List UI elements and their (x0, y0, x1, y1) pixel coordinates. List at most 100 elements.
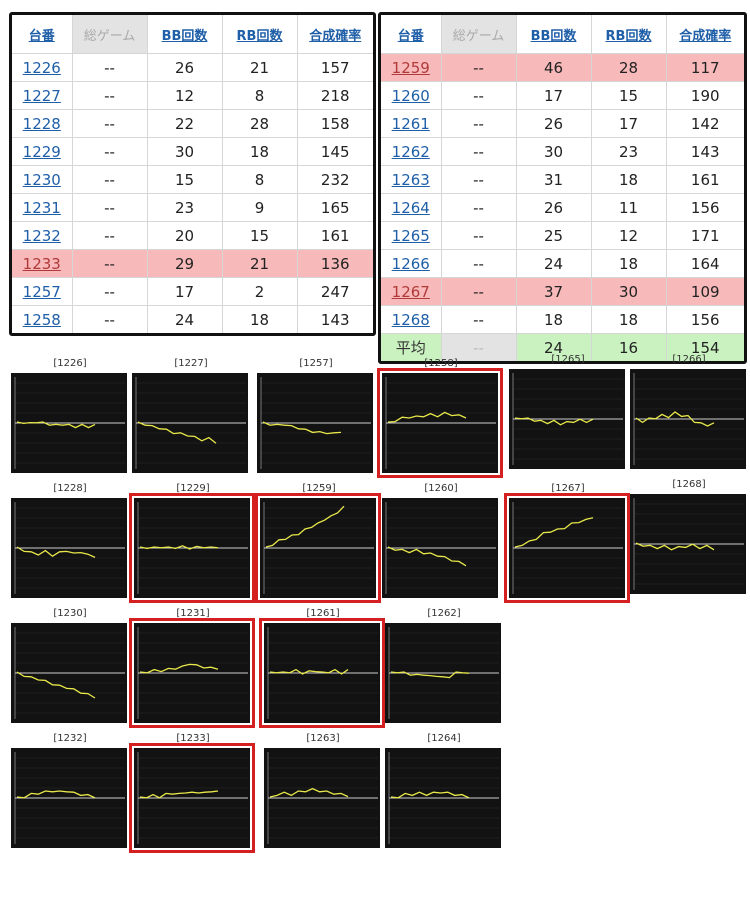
machine-number-link[interactable]: 1268 (381, 305, 442, 334)
machine-number-link[interactable]: 1229 (12, 137, 73, 166)
table-right-grid: 台番 総ゲーム BB回数 RB回数 合成確率 1259 -- 46 28 117 1260… (381, 15, 744, 361)
machine-number-link[interactable]: 1265 (381, 221, 442, 250)
machine-number-link[interactable]: 1228 (12, 109, 73, 138)
slump-graph[interactable]: [1229] (129, 482, 255, 604)
slump-graph[interactable]: [1228] (9, 482, 131, 604)
rb-count-cell: 2 (222, 277, 298, 306)
graph-svg (137, 627, 248, 719)
graph-label: [1226] (53, 358, 87, 369)
slump-graph[interactable]: [1231] (129, 607, 255, 729)
machine-number-link[interactable]: 1262 (381, 137, 442, 166)
combined-rate-cell: 190 (666, 81, 744, 110)
graph-plot-area (382, 498, 498, 598)
slump-graph[interactable]: [1266] (628, 353, 750, 475)
col-header-rate[interactable]: 合成確率 (297, 15, 373, 54)
rb-count-cell: 21 (222, 53, 298, 82)
graph-label: [1232] (53, 733, 87, 744)
slump-graph[interactable]: [1268] (628, 478, 750, 600)
slump-graph[interactable]: [1267] (504, 482, 630, 604)
table-left-body: 1226 -- 26 21 157 1227 -- 12 8 218 1228 -- 22 28 158 12… (12, 53, 373, 333)
rb-count-cell: 8 (222, 81, 298, 110)
machine-number-link[interactable]: 1257 (12, 277, 73, 306)
slump-graph[interactable]: [1232] (9, 732, 131, 854)
graph-svg (267, 627, 378, 719)
average-games: -- (441, 333, 517, 361)
machine-number-link[interactable]: 1266 (381, 249, 442, 278)
machine-number-link[interactable]: 1226 (12, 53, 73, 82)
slump-graph[interactable]: [1226] (9, 357, 131, 479)
total-games-cell: -- (72, 221, 148, 250)
graph-label: [1230] (53, 608, 87, 619)
slump-graph[interactable]: [1259] (255, 482, 381, 604)
graph-slump-line (635, 542, 715, 551)
slump-graph[interactable]: [1258] (377, 357, 503, 479)
col-header-rate[interactable]: 合成確率 (666, 15, 744, 54)
average-rb: 16 (591, 333, 667, 361)
graph-label: [1268] (672, 479, 706, 490)
combined-rate-cell: 247 (297, 277, 373, 306)
slump-graph[interactable]: [1257] (255, 357, 377, 479)
machine-number-link[interactable]: 1258 (12, 305, 73, 333)
table-right-body: 1259 -- 46 28 117 1260 -- 17 15 190 1261 -- 26 17 142 1… (381, 53, 744, 361)
graph-plot-area (132, 373, 248, 473)
col-header-rb[interactable]: RB回数 (222, 15, 298, 54)
machine-number-link[interactable]: 1264 (381, 193, 442, 222)
machine-number-link[interactable]: 1263 (381, 165, 442, 194)
slump-graph[interactable]: [1263] (262, 732, 384, 854)
machine-number-link[interactable]: 1260 (381, 81, 442, 110)
bb-count-cell: 24 (516, 249, 592, 278)
combined-rate-cell: 117 (666, 53, 744, 82)
slump-graph[interactable]: [1265] (507, 353, 629, 475)
combined-rate-cell: 171 (666, 221, 744, 250)
rb-count-cell: 23 (591, 137, 667, 166)
total-games-cell: -- (72, 81, 148, 110)
graph-svg (385, 502, 496, 594)
graph-plot-area (385, 748, 501, 848)
col-header-bb[interactable]: BB回数 (516, 15, 592, 54)
average-rate: 154 (666, 333, 744, 361)
machine-number-link[interactable]: 1261 (381, 109, 442, 138)
slump-graph[interactable]: [1264] (383, 732, 505, 854)
machine-number-link[interactable]: 1233 (12, 249, 73, 278)
bb-count-cell: 25 (516, 221, 592, 250)
graph-label: [1227] (174, 358, 208, 369)
table-left-grid: 台番 総ゲーム BB回数 RB回数 合成確率 1226 -- 26 21 157 1227… (12, 15, 373, 333)
graph-slump-line (139, 663, 219, 674)
total-games-cell: -- (441, 137, 517, 166)
table-row: 1231 -- 23 9 165 (12, 193, 373, 222)
graph-plot-area (11, 748, 127, 848)
col-header-machine[interactable]: 台番 (381, 15, 442, 54)
col-header-machine[interactable]: 台番 (12, 15, 73, 54)
machine-number-link[interactable]: 1232 (12, 221, 73, 250)
graph-svg (512, 502, 623, 594)
col-header-bb[interactable]: BB回数 (147, 15, 223, 54)
machine-number-link[interactable]: 1267 (381, 277, 442, 306)
machine-number-link[interactable]: 1230 (12, 165, 73, 194)
slump-graph[interactable]: [1233] (129, 732, 255, 854)
table-row: 1260 -- 17 15 190 (381, 81, 744, 110)
slump-graph[interactable]: [1230] (9, 607, 131, 729)
graph-plot-area (129, 743, 255, 853)
machine-number-link[interactable]: 1231 (12, 193, 73, 222)
machine-number-link[interactable]: 1259 (381, 53, 442, 82)
bb-count-cell: 12 (147, 81, 223, 110)
slump-graph[interactable]: [1260] (380, 482, 502, 604)
rb-count-cell: 18 (591, 165, 667, 194)
bb-count-cell: 26 (516, 193, 592, 222)
slump-graph[interactable]: [1227] (130, 357, 252, 479)
slump-graph[interactable]: [1262] (383, 607, 505, 729)
col-header-rb[interactable]: RB回数 (591, 15, 667, 54)
graph-svg (14, 752, 125, 844)
rb-count-cell: 18 (222, 305, 298, 333)
total-games-cell: -- (441, 165, 517, 194)
slump-graph[interactable]: [1261] (259, 607, 385, 729)
machine-number-link[interactable]: 1227 (12, 81, 73, 110)
bb-count-cell: 26 (516, 109, 592, 138)
total-games-cell: -- (72, 109, 148, 138)
machine-table-left: 台番 総ゲーム BB回数 RB回数 合成確率 1226 -- 26 21 157 1227… (9, 12, 376, 336)
table-left-header: 台番 総ゲーム BB回数 RB回数 合成確率 (12, 15, 373, 54)
average-label: 平均 (381, 333, 442, 361)
combined-rate-cell: 142 (666, 109, 744, 138)
graph-slump-line (514, 417, 594, 426)
graph-svg (14, 627, 125, 719)
